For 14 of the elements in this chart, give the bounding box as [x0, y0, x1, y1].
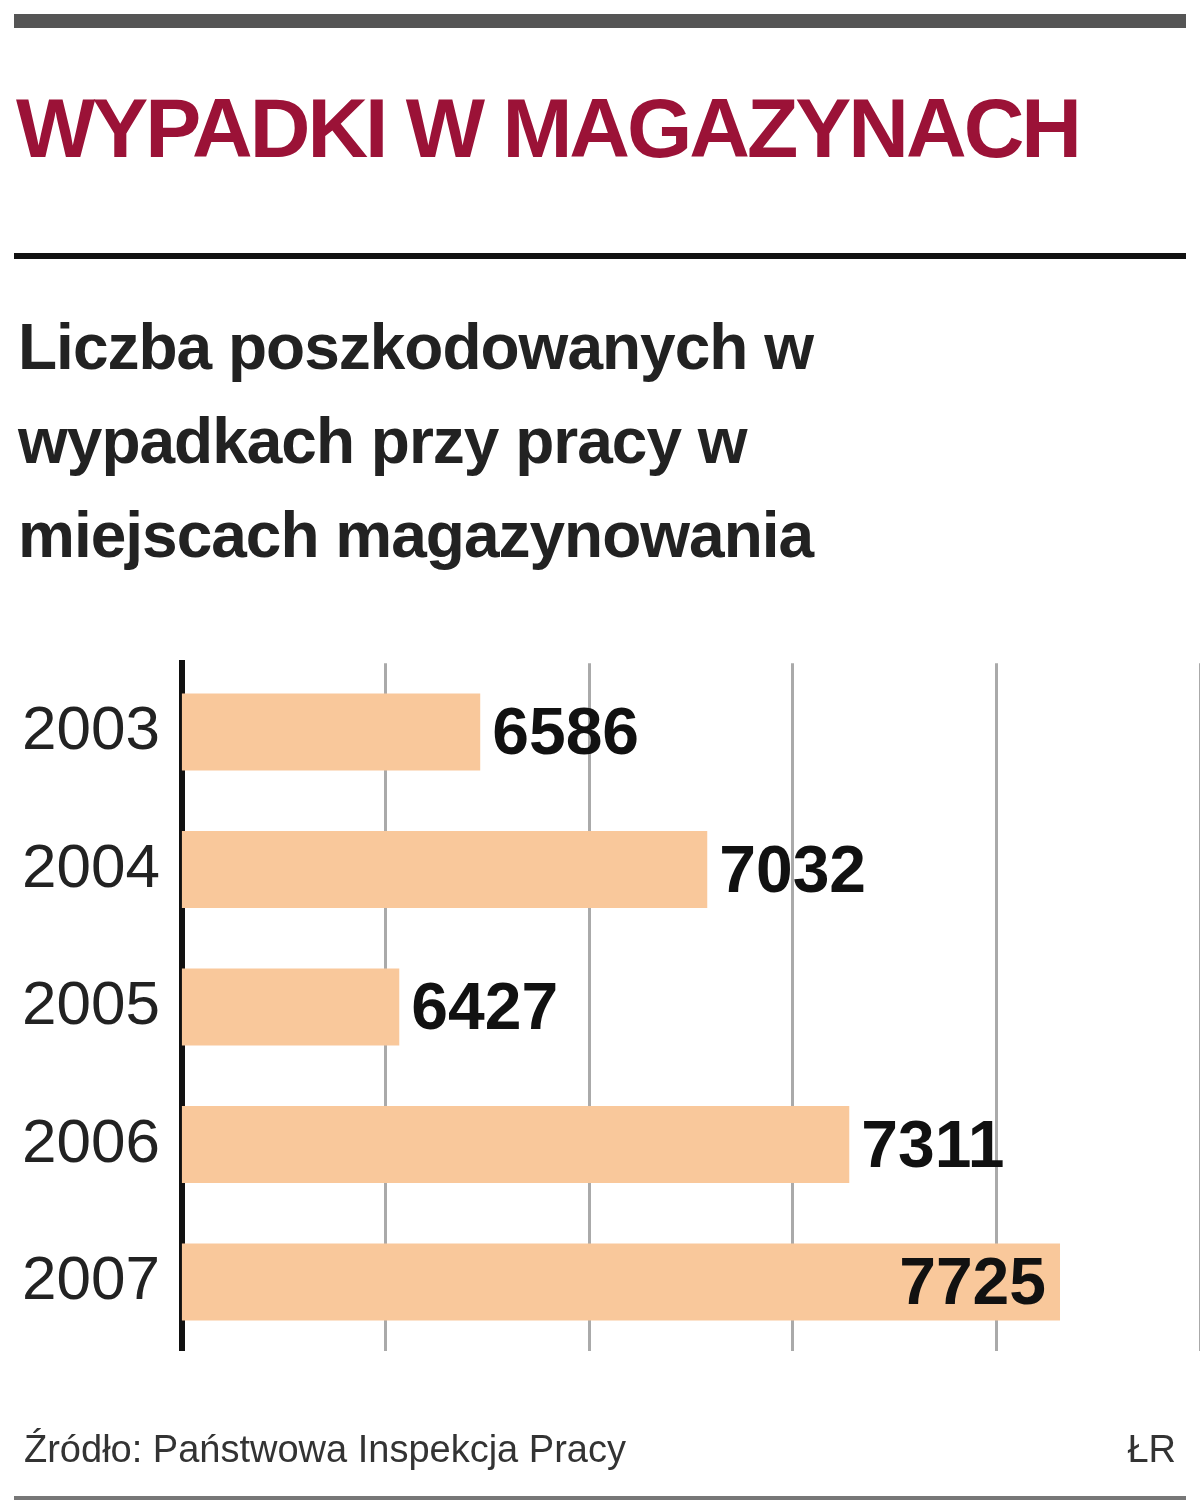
data-label: 7725	[899, 1244, 1047, 1319]
data-label: 7032	[719, 831, 867, 906]
y-tick-label: 2006	[21, 1105, 160, 1175]
data-label: 7311	[861, 1106, 1005, 1181]
y-tick-label: 2005	[21, 968, 160, 1038]
text: Źródło: Państwowa Inspekcja Pracy	[24, 1428, 626, 1471]
chart-title: WYPADKI W MAGAZYNACH	[16, 80, 1080, 177]
y-tick-label: 2003	[21, 693, 160, 763]
data-label: 6586	[492, 694, 640, 769]
chart-subtitle: Liczba poszkodowanych w wypadkach przy pracy w miejscach magazynowania	[18, 310, 816, 573]
y-tick-label: 2004	[21, 830, 160, 900]
y-tick-label: 2007	[21, 1243, 160, 1313]
text: ŁR	[1127, 1428, 1176, 1471]
data-label: 6427	[411, 969, 559, 1044]
